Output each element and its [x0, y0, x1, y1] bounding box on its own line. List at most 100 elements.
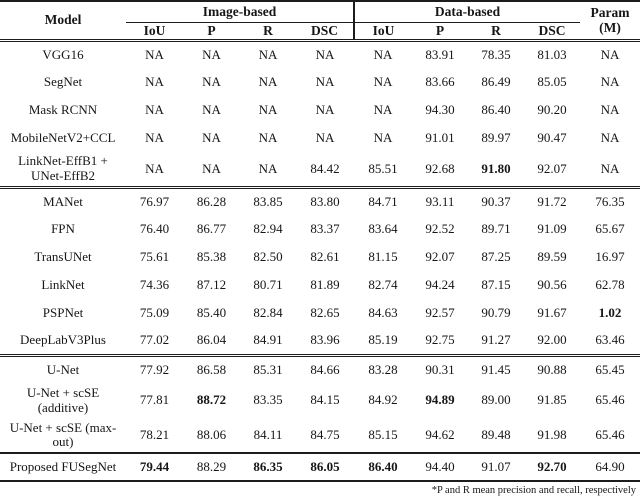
header-param: Param (M): [580, 1, 640, 42]
value-cell: 91.27: [481, 332, 511, 348]
value-cell: NA: [202, 129, 221, 145]
value-cell: 89.97: [481, 129, 511, 145]
value-cell: 75.09: [139, 304, 170, 320]
value-cell: 77.81: [139, 392, 170, 408]
value-cell: 82.84: [253, 304, 283, 320]
header-model: Model: [0, 1, 126, 42]
value-cell: NA: [600, 73, 620, 89]
table-row: LinkNet 74.36 87.12 80.71 81.89 82.74 94…: [0, 271, 640, 299]
col-header-dsc-data: DSC: [524, 22, 581, 42]
value-cell: 81.89: [310, 276, 340, 292]
value-cell: 82.74: [368, 276, 398, 292]
value-cell: 91.98: [537, 426, 567, 442]
value-cell: 84.71: [354, 185, 412, 215]
value-cell: 84.91: [253, 332, 283, 348]
value-cell: 63.46: [595, 332, 625, 348]
value-cell: 85.51: [368, 160, 398, 176]
value-cell: NA: [600, 129, 620, 145]
value-cell: 92.00: [537, 332, 567, 348]
model-name-cell: LinkNet-EffB1 + UNet-EffB2: [18, 153, 108, 183]
header-data-based: Data-based: [352, 1, 581, 23]
footnote: *P and R mean precision and recall, resp…: [431, 485, 636, 496]
value-cell: 77.02: [139, 332, 170, 348]
value-cell: 76.97: [126, 185, 183, 215]
value-cell: 84.75: [310, 426, 340, 442]
value-cell: 83.66: [425, 73, 455, 89]
value-cell: NA: [145, 101, 164, 117]
value-cell: 82.61: [310, 248, 340, 264]
value-cell: NA: [600, 101, 620, 117]
value-cell: NA: [258, 46, 278, 62]
value-cell: 77.92: [126, 353, 183, 383]
value-cell: 81.03: [537, 46, 567, 62]
value-cell: 90.31: [412, 353, 468, 383]
value-cell: 78.21: [139, 426, 170, 442]
value-cell: 83.37: [310, 220, 340, 236]
value-cell: NA: [600, 160, 620, 176]
model-name-cell: TransUNet: [34, 248, 92, 264]
value-cell: 92.57: [425, 304, 455, 320]
value-cell: 86.49: [481, 73, 511, 89]
value-cell: 90.79: [481, 304, 511, 320]
value-cell: 85.19: [368, 332, 398, 348]
value-cell: NA: [145, 160, 164, 176]
value-cell: 94.24: [425, 276, 455, 292]
value-cell: NA: [373, 101, 393, 117]
table-row: Proposed FUSegNet 79.44 88.29 86.35 86.0…: [0, 452, 640, 481]
value-cell: 92.07: [425, 248, 455, 264]
value-cell: 84.42: [310, 160, 340, 176]
value-cell: 86.77: [196, 220, 227, 236]
value-cell: 83.64: [368, 220, 398, 236]
value-cell: NA: [258, 129, 278, 145]
value-cell: 62.78: [595, 276, 625, 292]
model-name-cell: MANet: [0, 185, 126, 215]
value-cell: 86.40: [481, 101, 511, 117]
value-cell: 94.89: [425, 392, 455, 408]
table-row: U-Net + scSE (additive) 77.81 88.72 83.3…: [0, 383, 640, 418]
value-cell: 75.61: [139, 248, 170, 264]
value-cell: 82.65: [310, 304, 340, 320]
value-cell: 76.35: [580, 185, 640, 215]
value-cell: 81.15: [368, 248, 398, 264]
value-cell: NA: [258, 101, 278, 117]
value-cell: NA: [600, 46, 620, 62]
value-cell: 76.40: [139, 220, 170, 236]
model-name-cell: MobileNetV2+CCL: [10, 129, 116, 145]
model-name-cell: U-Net + scSE (additive): [26, 385, 100, 415]
value-cell: NA: [373, 46, 393, 62]
value-cell: 83.91: [425, 46, 455, 62]
value-cell: 87.15: [481, 276, 511, 292]
value-cell: 90.56: [537, 276, 567, 292]
value-cell: 78.35: [481, 46, 511, 62]
value-cell: 83.85: [240, 185, 296, 215]
value-cell: 86.05: [296, 452, 354, 481]
value-cell: 16.97: [595, 248, 625, 264]
value-cell: 91.07: [468, 452, 524, 481]
model-name-cell: SegNet: [43, 73, 83, 89]
table-body: VGG16 NA NA NA NA NA 83.91 78.35 81.03 N…: [0, 40, 640, 481]
value-cell: 85.40: [196, 304, 227, 320]
col-header-r-data: R: [468, 22, 524, 42]
value-cell: 90.20: [537, 101, 567, 117]
value-cell: 83.35: [253, 392, 283, 408]
value-cell: 90.88: [524, 353, 581, 383]
col-header-iou-image: IoU: [126, 22, 183, 42]
model-name-cell: U-Net + scSE (max- out): [9, 419, 117, 449]
value-cell: 85.15: [368, 426, 398, 442]
table-row: TransUNet 75.61 85.38 82.50 82.61 81.15 …: [0, 243, 640, 271]
value-cell: 94.30: [425, 101, 455, 117]
value-cell: 65.45: [580, 353, 640, 383]
col-header-dsc-image: DSC: [296, 22, 354, 42]
value-cell: 88.72: [196, 392, 227, 408]
value-cell: NA: [315, 73, 335, 89]
value-cell: NA: [373, 73, 393, 89]
value-cell: 84.66: [296, 353, 354, 383]
value-cell: 92.52: [425, 220, 455, 236]
header-image-based: Image-based: [126, 1, 354, 23]
value-cell: 90.37: [468, 185, 524, 215]
value-cell: NA: [258, 160, 278, 176]
table-row: FPN 76.40 86.77 82.94 83.37 83.64 92.52 …: [0, 215, 640, 243]
model-name-cell: Proposed FUSegNet: [0, 452, 126, 481]
table-row: U-Net + scSE (max- out) 78.21 88.06 84.1…: [0, 418, 640, 453]
value-cell: 83.80: [296, 185, 354, 215]
